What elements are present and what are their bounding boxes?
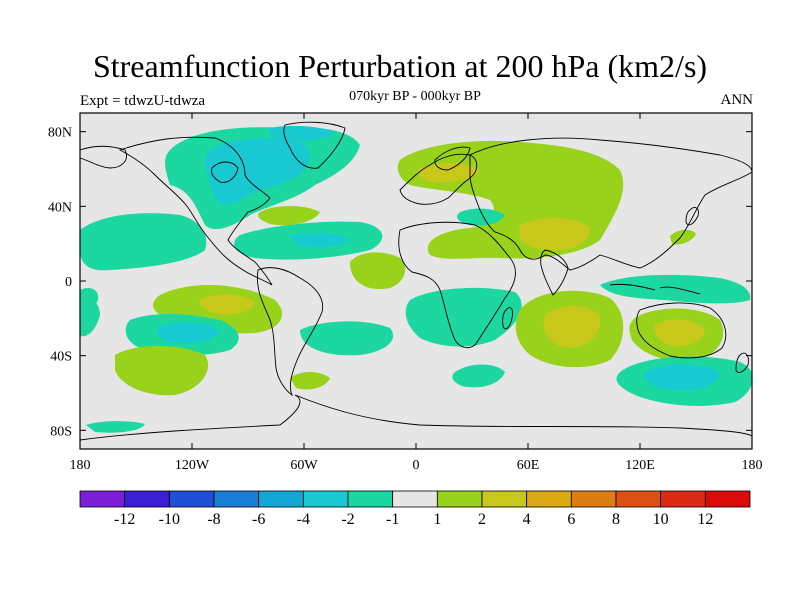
x-tick-label: 60W [290,458,318,473]
y-tick-label: 80N [48,126,72,141]
contour-satl-west [300,321,394,356]
colorbar-swatch [168,490,215,508]
coast-australia [636,302,727,359]
colorbar-label: -4 [297,511,310,528]
colorbar-swatch [660,490,706,508]
colorbar-label: -2 [341,511,354,528]
x-tick-label: 60E [517,458,540,473]
x-tick-label: 120W [175,458,210,473]
colorbar-label: -1 [386,511,399,528]
coast-japan [685,207,699,226]
colorbar-swatch [570,490,617,508]
colorbar: -12 -10 -8 -6 -4 -2 -1 1 2 4 6 8 10 12 [79,490,751,528]
colorbar-label: -12 [114,511,135,528]
x-tick-label: 0 [413,458,420,473]
colorbar-label: 4 [523,511,531,528]
contour-sam-core [157,322,220,344]
contour-natl-pos [258,206,320,226]
colorbar-swatch [436,490,483,508]
contour-eu-core [417,162,480,183]
plot-title: Streamfunction Perturbation at 200 hPa (… [92,48,708,84]
contour-satl-neg [405,287,522,347]
coast-north-america [118,136,273,286]
y-tick-label: 40S [50,350,72,365]
contour-asia-neg [457,208,505,226]
season-label: ANN [720,92,754,108]
contour-field [80,125,752,433]
contour-spac-core [199,294,255,315]
colorbar-swatch [392,490,438,508]
y-tick-label: 40N [48,200,72,215]
period-label: 070kyr BP - 000kyr BP [349,89,481,104]
colorbar-swatch [213,490,260,508]
colorbar-label: -6 [252,511,265,528]
colorbar-label: 8 [612,511,620,528]
contour-wpac-neg [600,274,751,304]
contour-saus-core [644,364,720,391]
coast-asia [469,137,752,271]
contour-aus-core [654,319,705,347]
colorbar-swatch [526,490,572,508]
coast-indonesia [609,283,701,295]
coast-new-zealand [735,352,749,373]
contour-swatl-pos [290,372,330,390]
x-tick-label: 120E [625,458,655,473]
colorbar-label: -8 [207,511,220,528]
colorbar-swatch [347,490,394,508]
expt-label: Expt = tdwzU-tdwza [80,93,206,109]
coast-greenland [283,121,346,169]
colorbar-swatch [258,490,304,508]
contour-na-neg4 [205,138,310,205]
y-tick-label: 80S [50,424,72,439]
colorbar-label: -10 [159,511,180,528]
contour-tatl-pos [350,252,406,290]
contour-ant-neg [86,421,145,433]
colorbar-label: 2 [478,511,486,528]
coast-south-america [256,267,324,397]
coast-india [540,249,569,296]
coast-hudson [211,161,239,183]
colorbar-swatch [615,490,662,508]
contour-sp-subpolar [115,346,209,396]
colorbar-label: 1 [433,511,441,528]
contour-io-core [543,306,601,348]
contour-spac-west [80,298,100,337]
colorbar-swatch [79,490,126,508]
contour-satl-low [452,364,505,388]
colorbar-label: 10 [653,511,669,528]
x-tick-label: 180 [742,458,763,473]
x-tick-label: 180 [70,458,91,473]
axis-ticks: 180 120W 60W 0 60E 120E 180 80N 40N 0 40S 80S [48,113,763,473]
coast-antarctica [80,394,752,441]
contour-easia-pos [670,229,696,245]
colorbar-swatch [302,490,349,508]
colorbar-swatch [481,490,528,508]
coastlines [80,121,752,441]
contour-npac-neg [80,213,207,271]
colorbar-swatch [704,490,751,508]
contour-natl-core [290,233,350,248]
coast-africa [398,221,516,349]
coast-madagascar [502,307,513,330]
contour-tibet-core [518,217,590,251]
coast-alaska [80,145,127,169]
colorbar-label: 12 [697,511,713,528]
colorbar-swatch [124,490,170,508]
colorbar-label: 6 [567,511,575,528]
y-tick-label: 0 [65,275,72,290]
coast-scandinavia [434,146,471,171]
